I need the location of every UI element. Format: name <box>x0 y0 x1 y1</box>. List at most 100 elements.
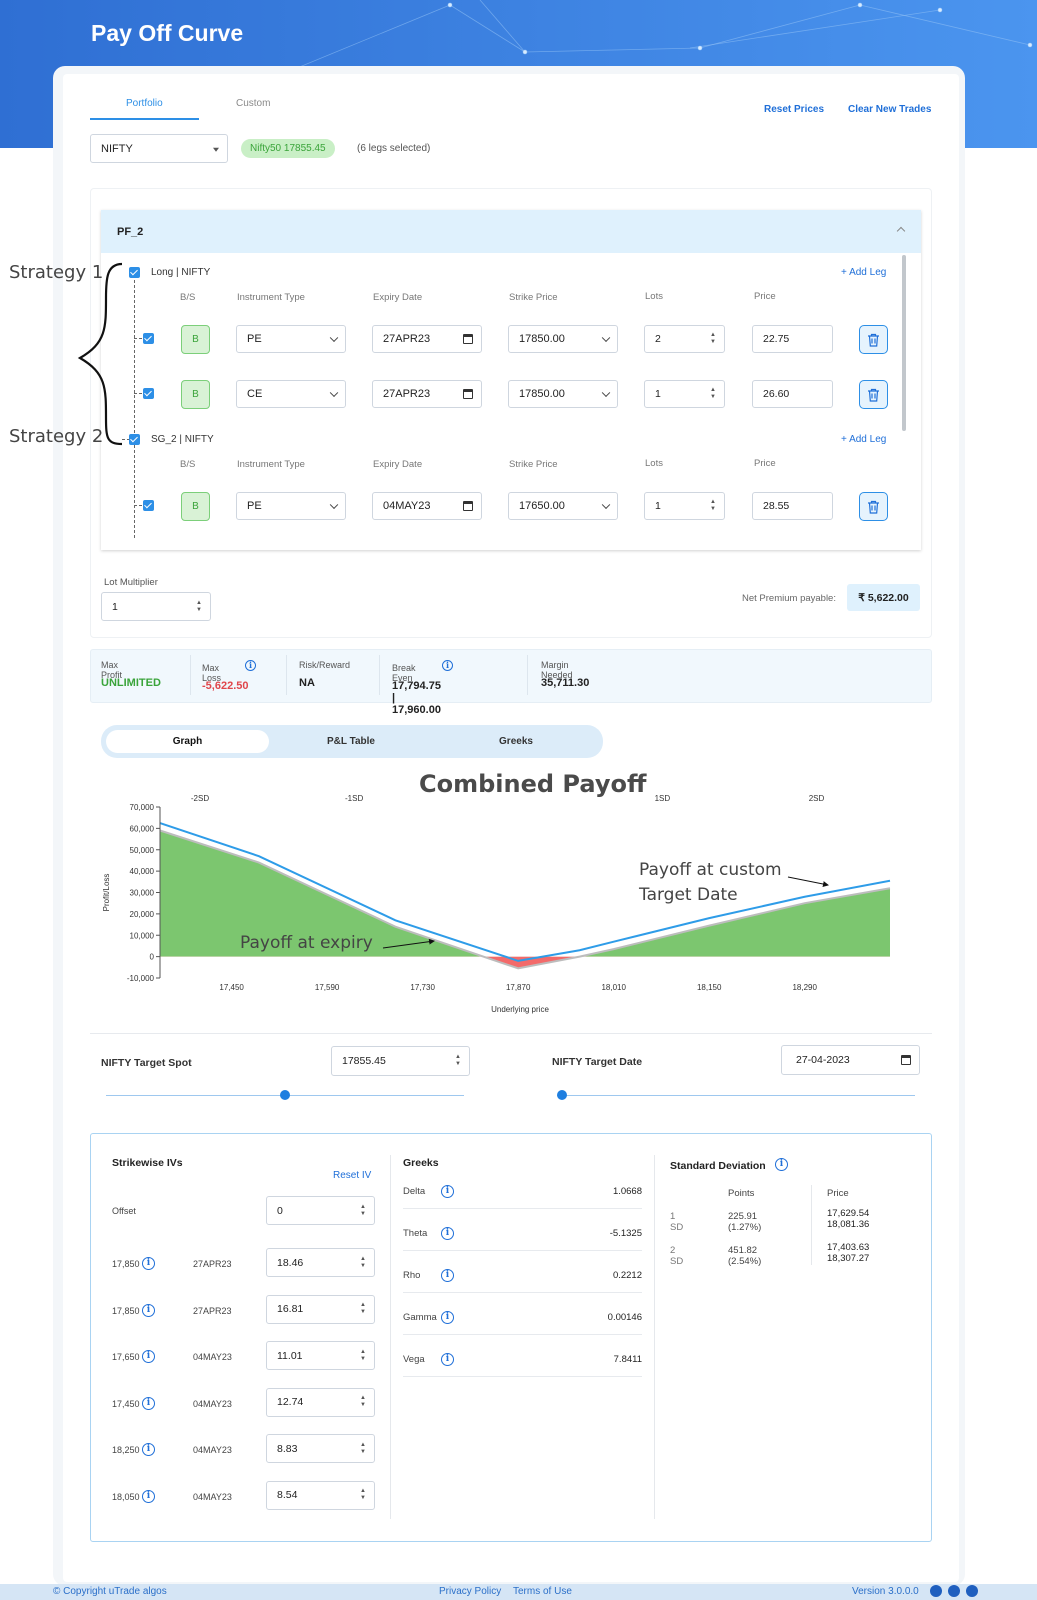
stepper-arrows-icon[interactable]: ▲ ▼ <box>196 599 202 613</box>
info-icon[interactable]: i <box>245 660 256 671</box>
terms-of-use-link[interactable]: Terms of Use <box>513 1586 572 1597</box>
offset-stepper[interactable]: 0 ▲ ▼ <box>266 1196 375 1225</box>
info-icon[interactable]: i <box>775 1158 788 1171</box>
twitter-icon[interactable] <box>930 1585 942 1597</box>
iv-strike: 18,250 <box>112 1445 140 1455</box>
stepper-arrows-icon[interactable]: ▲ ▼ <box>360 1302 366 1315</box>
info-icon[interactable]: i <box>142 1443 155 1456</box>
info-icon[interactable]: i <box>441 1185 454 1198</box>
greek-name: Vega <box>403 1354 425 1365</box>
stepper-arrows-icon[interactable]: ▲ ▼ <box>360 1488 366 1501</box>
info-icon[interactable]: i <box>142 1489 155 1503</box>
info-icon[interactable]: i <box>441 1269 454 1282</box>
delete-leg-button[interactable] <box>859 325 888 354</box>
legs-scrollbar[interactable] <box>902 255 906 431</box>
lots-stepper[interactable]: 1 ▲ ▼ <box>644 380 725 408</box>
tab-graph[interactable]: Graph <box>106 730 269 753</box>
strategy-2-annotation: Strategy 2 <box>9 426 104 447</box>
lots-stepper[interactable]: 1 ▲ ▼ <box>644 492 725 520</box>
target-spot-slider-handle[interactable] <box>280 1090 290 1100</box>
instrument-select[interactable]: PE <box>236 492 346 520</box>
tab-pnl-table[interactable]: P&L Table <box>327 736 375 747</box>
clear-new-trades-link[interactable]: Clear New Trades <box>848 104 932 115</box>
strike-select[interactable]: 17650.00 <box>508 492 618 520</box>
delete-leg-button[interactable] <box>859 380 888 409</box>
stepper-arrows-icon[interactable]: ▲ ▼ <box>360 1348 366 1362</box>
tab-custom[interactable]: Custom <box>236 98 271 109</box>
iv-input[interactable]: 16.81 ▲ ▼ <box>266 1294 375 1324</box>
info-icon[interactable]: i <box>142 1350 155 1363</box>
instagram-icon[interactable] <box>966 1585 978 1597</box>
reset-iv-link[interactable]: Reset IV <box>333 1170 372 1181</box>
target-date-input[interactable]: 27-04-2023 <box>781 1045 920 1075</box>
tab-portfolio[interactable]: Portfolio <box>126 98 163 109</box>
calendar-icon[interactable] <box>901 1055 911 1065</box>
add-leg-button-2[interactable]: + Add Leg <box>841 434 887 445</box>
price-input[interactable]: 22.75 <box>752 325 833 353</box>
info-icon[interactable]: i <box>142 1303 155 1317</box>
expiry-date-input[interactable]: 27APR23 <box>372 325 482 353</box>
calendar-icon[interactable] <box>463 501 473 511</box>
leg-checkbox[interactable] <box>143 500 154 511</box>
stepper-arrows-icon[interactable]: ▲ ▼ <box>710 387 716 400</box>
instrument-select[interactable]: CE <box>236 380 346 408</box>
leg-checkbox[interactable] <box>143 333 154 344</box>
stepper-arrows-icon[interactable]: ▲ ▼ <box>360 1441 366 1455</box>
stepper-arrows-icon[interactable]: ▲ ▼ <box>360 1203 366 1217</box>
iv-input[interactable]: 8.54 ▲ ▼ <box>266 1480 375 1510</box>
strategy-2-title: SG_2 | NIFTY <box>151 434 214 445</box>
buy-sell-toggle[interactable]: B <box>181 492 210 521</box>
info-icon[interactable]: i <box>142 1257 155 1270</box>
stepper-arrows-icon[interactable]: ▲ ▼ <box>455 1054 461 1067</box>
annotation-arrows <box>382 876 829 949</box>
instrument-select[interactable]: PE <box>236 325 346 353</box>
calendar-icon[interactable] <box>463 334 473 344</box>
facebook-icon[interactable] <box>948 1585 960 1597</box>
leg-checkbox[interactable] <box>143 388 154 399</box>
expiry-date-input[interactable]: 04MAY23 <box>372 492 482 520</box>
stat-value: -5,622.50 <box>202 680 249 692</box>
buy-sell-toggle[interactable]: B <box>181 325 210 354</box>
calendar-icon[interactable] <box>463 389 473 399</box>
info-icon[interactable]: i <box>142 1396 155 1410</box>
reset-prices-link[interactable]: Reset Prices <box>764 104 825 115</box>
iv-input[interactable]: 18.46 ▲ ▼ <box>266 1248 375 1277</box>
portfolio-header[interactable]: PF_2 <box>101 210 921 253</box>
stepper-arrows-icon[interactable]: ▲ ▼ <box>710 499 716 512</box>
info-icon[interactable]: i <box>441 1227 454 1240</box>
expiry-date-input[interactable]: 27APR23 <box>372 380 482 408</box>
stat-divider <box>527 655 528 695</box>
lots-stepper[interactable]: 2 ▲ ▼ <box>644 325 725 353</box>
strike-select[interactable]: 17850.00 <box>508 380 618 408</box>
tab-greeks[interactable]: Greeks <box>499 736 533 747</box>
target-spot-input[interactable]: 17855.45 ▲ ▼ <box>331 1046 470 1076</box>
delete-leg-button[interactable] <box>859 492 888 521</box>
strategy-1-title: Long | NIFTY <box>151 267 211 278</box>
lot-multiplier-stepper[interactable]: 1 ▲ ▼ <box>101 592 211 621</box>
strategy-2-checkbox[interactable] <box>129 434 140 445</box>
price-input[interactable]: 26.60 <box>752 380 833 408</box>
strategy-1-checkbox[interactable] <box>129 267 140 278</box>
privacy-policy-link[interactable]: Privacy Policy <box>439 1586 502 1597</box>
iv-input[interactable]: 12.74 ▲ ▼ <box>266 1387 375 1417</box>
strike-select[interactable]: 17850.00 <box>508 325 618 353</box>
x-axis-label: Underlying price <box>491 1005 549 1014</box>
iv-input[interactable]: 8.83 ▲ ▼ <box>266 1434 375 1463</box>
stepper-arrows-icon[interactable]: ▲ ▼ <box>710 332 716 345</box>
info-icon[interactable]: i <box>441 1311 454 1324</box>
tree-connector <box>134 280 135 538</box>
info-icon[interactable]: i <box>441 1353 454 1366</box>
target-date-slider-track[interactable] <box>557 1095 915 1096</box>
divider <box>403 1334 642 1335</box>
iv-input[interactable]: 11.01 ▲ ▼ <box>266 1341 375 1370</box>
iv-value: 16.81 <box>277 1303 304 1315</box>
price-input[interactable]: 28.55 <box>752 492 833 520</box>
stat-divider <box>190 655 191 695</box>
index-select[interactable]: NIFTY <box>90 134 228 163</box>
target-date-slider-handle[interactable] <box>557 1090 567 1100</box>
info-icon[interactable]: i <box>442 660 453 671</box>
stepper-arrows-icon[interactable]: ▲ ▼ <box>360 1395 366 1408</box>
add-leg-button-1[interactable]: + Add Leg <box>841 267 887 278</box>
buy-sell-toggle[interactable]: B <box>181 380 210 409</box>
stepper-arrows-icon[interactable]: ▲ ▼ <box>360 1255 366 1269</box>
